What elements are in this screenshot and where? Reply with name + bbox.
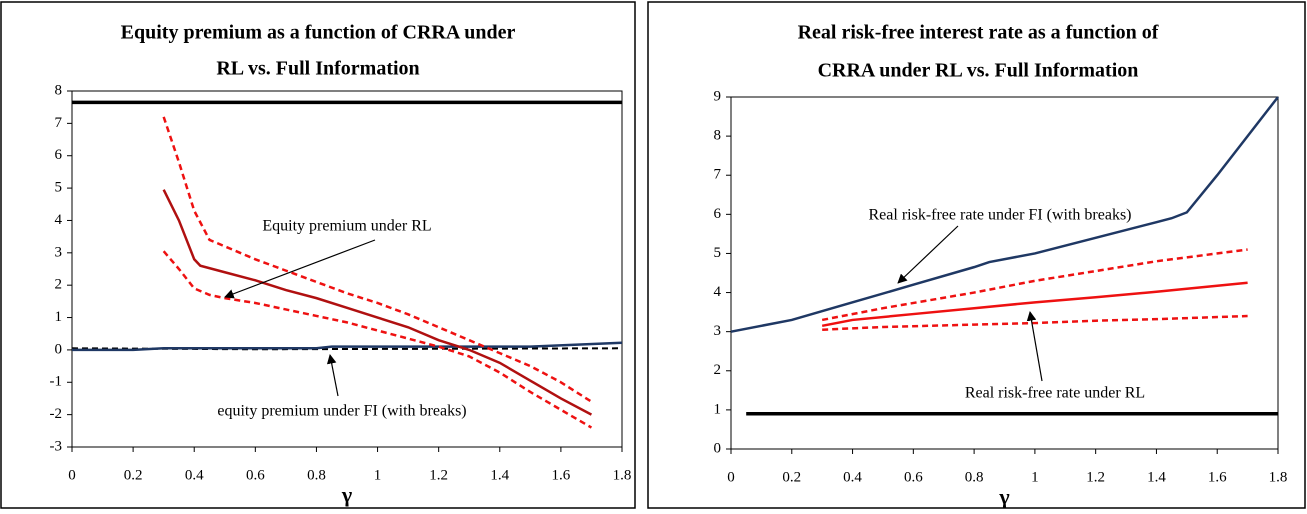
annotation-arrow (326, 354, 339, 397)
y-tick-label: 9 (714, 88, 722, 104)
y-tick-label: 2 (714, 362, 722, 378)
y-tick-label: 1 (714, 401, 722, 417)
line-series (822, 314, 1248, 331)
y-tick-label: 0 (55, 341, 63, 357)
plot-area (71, 90, 623, 448)
line-series (821, 281, 1248, 328)
annotation: Real risk-free rate under FI (with break… (869, 207, 1132, 224)
x-tick-label: 0.4 (843, 469, 862, 485)
y-tick-label: 3 (714, 323, 722, 339)
y-tick-label: 7 (714, 167, 722, 183)
chart-title: CRRA under RL vs. Full Information (818, 60, 1139, 82)
annotation: Real risk-free rate under RL (965, 385, 1145, 402)
y-tick-label: -2 (50, 406, 63, 422)
y-tick-label: 1 (55, 309, 63, 325)
chart-title: Equity premium as a function of CRRA und… (121, 22, 516, 44)
x-tick-label: 1.6 (552, 467, 571, 483)
annotation-arrow (897, 225, 959, 284)
y-tick-label: -1 (50, 374, 63, 390)
y-tick-label: 5 (714, 245, 722, 261)
x-tick-label: 1.2 (1086, 469, 1105, 485)
annotation-arrow (1026, 311, 1043, 382)
annotation-arrow (224, 239, 376, 299)
chart-title: Real risk-free interest rate as a functi… (798, 22, 1159, 44)
x-tick-label: 0 (727, 469, 735, 485)
annotation: equity premium under FI (with breaks) (217, 403, 466, 420)
x-tick-label: 1.4 (1147, 469, 1166, 485)
chart-title: RL vs. Full Information (216, 58, 419, 80)
y-tick-label: 4 (714, 284, 722, 300)
x-tick-label: 1 (1031, 469, 1039, 485)
x-tick-label: 1 (374, 467, 382, 483)
x-tick-label: 0.6 (904, 469, 923, 485)
x-tick-label: 1.4 (490, 467, 509, 483)
x-tick-label: 0.2 (124, 467, 143, 483)
annotation: Equity premium under RL (262, 218, 431, 235)
line-series (821, 248, 1248, 322)
y-tick-label: 3 (55, 244, 63, 260)
line-series (162, 189, 593, 416)
y-tick-label: 8 (714, 128, 722, 144)
x-tick-label: 1.8 (1269, 469, 1288, 485)
y-tick-label: 7 (55, 115, 63, 131)
line-series (162, 116, 593, 403)
line-series (730, 96, 1279, 333)
x-tick-label: 0.8 (307, 467, 326, 483)
y-tick-label: 4 (55, 212, 63, 228)
y-tick-label: 2 (55, 277, 63, 293)
x-axis-label: γ (341, 482, 352, 507)
y-tick-label: 6 (55, 147, 63, 163)
plot-area (730, 96, 1279, 450)
line-series (162, 250, 593, 429)
x-axis-label: γ (998, 484, 1009, 509)
y-tick-label: 5 (55, 180, 63, 196)
y-tick-label: 6 (714, 206, 722, 222)
x-tick-label: 0 (68, 467, 76, 483)
y-tick-label: -3 (50, 438, 63, 454)
line-series (72, 341, 623, 352)
x-tick-label: 1.8 (613, 467, 632, 483)
x-tick-label: 1.6 (1208, 469, 1227, 485)
x-tick-label: 0.2 (782, 469, 801, 485)
y-tick-label: 8 (55, 82, 63, 98)
y-tick-label: 0 (714, 440, 722, 456)
panel-frame (647, 1, 1306, 509)
x-tick-label: 1.2 (429, 467, 448, 483)
x-tick-label: 0.8 (965, 469, 984, 485)
x-tick-label: 0.6 (246, 467, 265, 483)
panel-frame (0, 1, 636, 509)
x-tick-label: 0.4 (185, 467, 204, 483)
